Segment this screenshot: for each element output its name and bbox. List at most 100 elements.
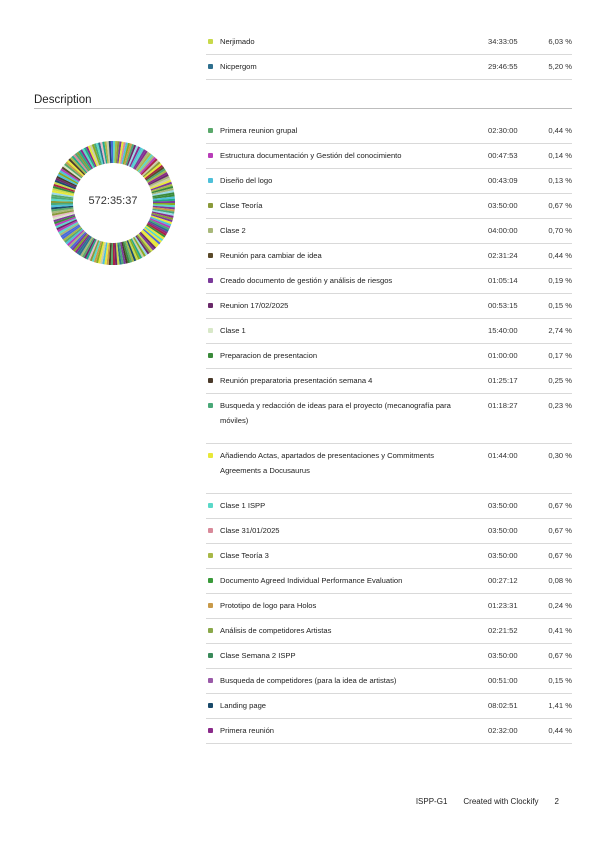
row-percent: 0,24 %: [548, 601, 572, 610]
row-percent: 0,44 %: [548, 726, 572, 735]
table-row: Nerjimado 34:33:05 6,03 %: [206, 30, 572, 55]
row-percent: 0,17 %: [548, 351, 572, 360]
section-title: Description: [34, 94, 572, 109]
donut-slice: [76, 151, 91, 171]
row-percent: 0,67 %: [548, 201, 572, 210]
row-description: Reunión para cambiar de idea: [220, 251, 322, 260]
donut-slice: [83, 147, 96, 168]
donut-slice: [60, 168, 80, 182]
donut-slice: [114, 141, 118, 164]
donut-slice: [152, 196, 175, 201]
table-row: Reunion 17/02/2025 00:53:15 0,15 %: [206, 294, 572, 319]
donut-slice: [95, 241, 104, 264]
table-row: Clase Semana 2 ISPP 03:50:00 0,67 %: [206, 644, 572, 669]
row-duration: 03:50:00: [488, 201, 518, 210]
row-description: Clase 1: [220, 326, 246, 335]
donut-slice: [55, 217, 77, 229]
donut-slice: [141, 159, 160, 177]
donut-slice: [121, 142, 128, 165]
row-description: Reunión preparatoria presentación semana…: [220, 376, 373, 385]
donut-slice: [151, 185, 174, 194]
row-description: Clase 31/01/2025: [220, 526, 280, 535]
color-swatch: [208, 653, 213, 658]
donut-slice: [100, 242, 107, 265]
donut-slice: [152, 204, 175, 208]
color-swatch: [208, 603, 213, 608]
donut-slice: [119, 242, 126, 265]
table-row: Clase 1 ISPP 03:50:00 0,67 %: [206, 494, 572, 519]
donut-slice: [152, 194, 175, 199]
donut-slice: [54, 215, 76, 225]
color-swatch: [208, 228, 213, 233]
donut-slice: [57, 220, 78, 233]
table-row: Prototipo de logo para Holos 01:23:31 0,24…: [206, 594, 572, 619]
donut-slice: [134, 236, 148, 256]
donut-slice: [74, 234, 90, 254]
donut-slice: [146, 168, 166, 182]
row-duration: 00:43:09: [488, 176, 518, 185]
donut-slice: [131, 237, 144, 258]
row-duration: 01:05:14: [488, 276, 518, 285]
row-percent: 0,67 %: [548, 501, 572, 510]
donut-slice: [58, 172, 79, 185]
row-duration: 03:50:00: [488, 551, 518, 560]
donut-slice: [144, 164, 164, 180]
donut-slice: [121, 241, 128, 264]
color-swatch: [208, 303, 213, 308]
table-row: Creado documento de gestión y análisis d…: [206, 269, 572, 294]
table-row: Añadiendo Actas, apartados de presentaci…: [206, 444, 572, 494]
donut-slice: [142, 228, 161, 245]
row-percent: 5,20 %: [548, 62, 572, 71]
row-percent: 0,23 %: [548, 401, 572, 410]
row-description: Estructura documentación y Gestión del c…: [220, 151, 402, 160]
donut-slice: [136, 234, 152, 254]
donut-slice: [82, 148, 95, 169]
donut-slice: [93, 241, 102, 263]
row-duration: 01:23:31: [488, 601, 518, 610]
row-description: Nicpergom: [220, 62, 257, 71]
color-swatch: [208, 203, 213, 208]
row-duration: 01:44:00: [488, 451, 518, 460]
donut-slice: [73, 154, 89, 173]
donut-slice: [59, 170, 80, 183]
donut-slice: [91, 144, 101, 166]
top-rows: Nerjimado 34:33:05 6,03 % Nicpergom 29:46:55…: [206, 30, 572, 80]
row-percent: 0,44 %: [548, 126, 572, 135]
table-row: Landing page 08:02:51 1,41 %: [206, 694, 572, 719]
donut-slice: [55, 177, 77, 189]
donut-slice: [95, 142, 104, 165]
row-duration: 01:18:27: [488, 401, 518, 410]
row-description: Busqueda y redacción de ideas para el pr…: [220, 401, 451, 425]
row-duration: 15:40:00: [488, 326, 518, 335]
donut-slice: [54, 216, 76, 227]
donut-slice: [108, 141, 112, 164]
row-percent: 0,67 %: [548, 526, 572, 535]
donut-slice: [54, 181, 76, 191]
donut-slice: [52, 212, 75, 221]
donut-slice: [150, 215, 172, 225]
donut-slice: [139, 231, 157, 250]
donut-slice: [137, 233, 153, 252]
donut-slice: [51, 192, 74, 198]
donut-slice: [83, 238, 96, 259]
donut-slice: [143, 227, 162, 243]
table-row: Primera reunion grupal 02:30:00 0,44 %: [206, 119, 572, 144]
table-row: Clase 1 15:40:00 2,74 %: [206, 319, 572, 344]
donut-slice: [87, 145, 99, 167]
donut-slice: [150, 216, 172, 227]
row-percent: 0,19 %: [548, 276, 572, 285]
donut-slice: [51, 208, 74, 214]
color-swatch: [208, 628, 213, 633]
row-duration: 29:46:55: [488, 62, 518, 71]
row-percent: 0,67 %: [548, 551, 572, 560]
donut-slice: [73, 233, 89, 252]
row-percent: 0,70 %: [548, 226, 572, 235]
donut-slice: [125, 144, 135, 166]
description-rows: Primera reunion grupal 02:30:00 0,44 % Estr…: [206, 119, 572, 744]
row-duration: 02:21:52: [488, 626, 518, 635]
row-percent: 0,08 %: [548, 576, 572, 585]
color-swatch: [208, 528, 213, 533]
donut-slice: [60, 224, 80, 238]
donut-slice: [59, 223, 80, 236]
row-percent: 0,25 %: [548, 376, 572, 385]
